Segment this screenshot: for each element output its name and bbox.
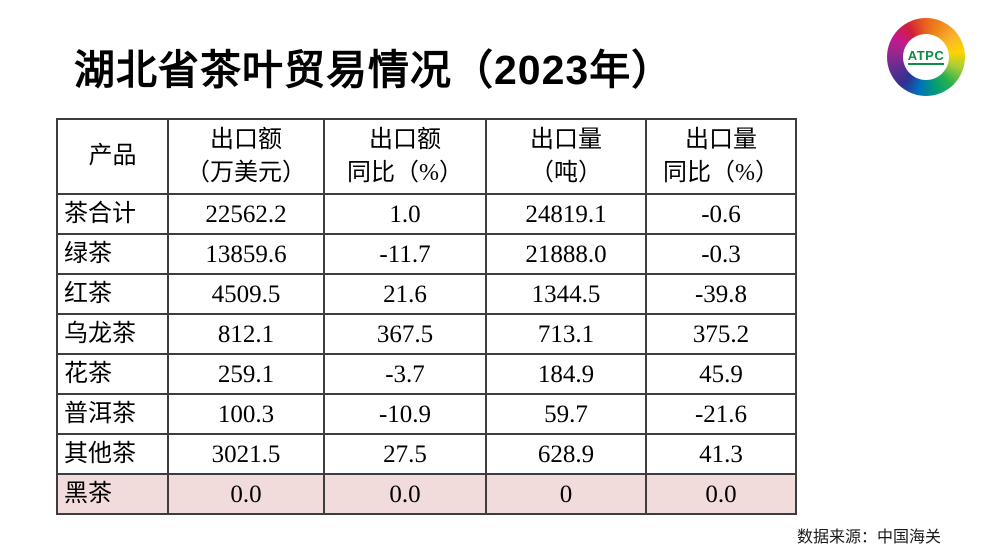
value-cell: -11.7 <box>323 233 487 275</box>
value-cell: 22562.2 <box>167 193 325 235</box>
value-cell: 259.1 <box>167 353 325 395</box>
value-cell: 1344.5 <box>485 273 647 315</box>
table-row-highlighted: 黑茶 0.0 0.0 0 0.0 <box>56 473 797 515</box>
tea-trade-table: 产品 出口额 （万美元） 出口额 同比（%） 出口量 （吨） 出口量 同比（%）… <box>56 118 797 515</box>
table-row: 绿茶 13859.6 -11.7 21888.0 -0.3 <box>56 233 797 275</box>
table-row: 茶合计 22562.2 1.0 24819.1 -0.6 <box>56 193 797 235</box>
value-cell: -21.6 <box>645 393 797 435</box>
value-cell: 13859.6 <box>167 233 325 275</box>
atpc-logo-icon: ATPC <box>887 18 965 96</box>
value-cell: -0.6 <box>645 193 797 235</box>
table-row: 其他茶 3021.5 27.5 628.9 41.3 <box>56 433 797 475</box>
atpc-logo-center: ATPC <box>903 34 949 80</box>
product-cell: 茶合计 <box>56 193 169 235</box>
page-title: 湖北省茶叶贸易情况（2023年） <box>74 47 674 93</box>
value-cell: 367.5 <box>323 313 487 355</box>
atpc-logo-text: ATPC <box>907 48 945 66</box>
value-cell: 0 <box>485 473 647 515</box>
table-row: 红茶 4509.5 21.6 1344.5 -39.8 <box>56 273 797 315</box>
value-cell: -39.8 <box>645 273 797 315</box>
value-cell: 27.5 <box>323 433 487 475</box>
value-cell: 1.0 <box>323 193 487 235</box>
table-row: 乌龙茶 812.1 367.5 713.1 375.2 <box>56 313 797 355</box>
value-cell: 0.0 <box>645 473 797 515</box>
column-header-export-volume-yoy: 出口量 同比（%） <box>645 118 797 195</box>
table-row: 花茶 259.1 -3.7 184.9 45.9 <box>56 353 797 395</box>
table-body: 茶合计 22562.2 1.0 24819.1 -0.6 绿茶 13859.6 … <box>56 193 797 515</box>
product-cell: 黑茶 <box>56 473 169 515</box>
product-cell: 红茶 <box>56 273 169 315</box>
column-header-export-value-yoy: 出口额 同比（%） <box>323 118 487 195</box>
value-cell: 184.9 <box>485 353 647 395</box>
value-cell: 0.0 <box>323 473 487 515</box>
value-cell: 0.0 <box>167 473 325 515</box>
value-cell: 4509.5 <box>167 273 325 315</box>
value-cell: 628.9 <box>485 433 647 475</box>
column-header-export-value: 出口额 （万美元） <box>167 118 325 195</box>
value-cell: -0.3 <box>645 233 797 275</box>
value-cell: 100.3 <box>167 393 325 435</box>
data-source-note: 数据来源：中国海关 <box>796 529 941 546</box>
value-cell: 45.9 <box>645 353 797 395</box>
value-cell: 375.2 <box>645 313 797 355</box>
value-cell: 21.6 <box>323 273 487 315</box>
header-row: 产品 出口额 （万美元） 出口额 同比（%） 出口量 （吨） 出口量 同比（%） <box>56 118 797 195</box>
value-cell: 812.1 <box>167 313 325 355</box>
value-cell: 41.3 <box>645 433 797 475</box>
value-cell: -10.9 <box>323 393 487 435</box>
table-row: 普洱茶 100.3 -10.9 59.7 -21.6 <box>56 393 797 435</box>
value-cell: -3.7 <box>323 353 487 395</box>
value-cell: 713.1 <box>485 313 647 355</box>
value-cell: 3021.5 <box>167 433 325 475</box>
column-header-product: 产品 <box>56 118 169 195</box>
product-cell: 花茶 <box>56 353 169 395</box>
product-cell: 普洱茶 <box>56 393 169 435</box>
value-cell: 24819.1 <box>485 193 647 235</box>
table-header: 产品 出口额 （万美元） 出口额 同比（%） 出口量 （吨） 出口量 同比（%） <box>56 118 797 195</box>
column-header-export-volume: 出口量 （吨） <box>485 118 647 195</box>
product-cell: 绿茶 <box>56 233 169 275</box>
product-cell: 乌龙茶 <box>56 313 169 355</box>
product-cell: 其他茶 <box>56 433 169 475</box>
value-cell: 21888.0 <box>485 233 647 275</box>
value-cell: 59.7 <box>485 393 647 435</box>
